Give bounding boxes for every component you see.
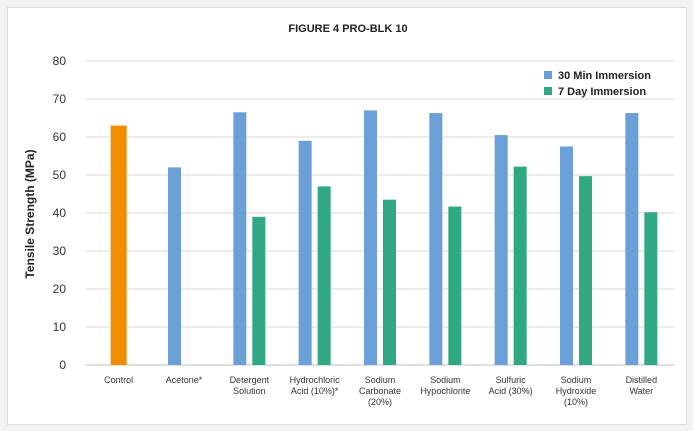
bars: [110, 110, 658, 366]
x-tick-label: Distilled Water: [626, 375, 658, 396]
x-tick-label: Sodium Hydroxide (10%): [556, 375, 597, 407]
y-tick-label: 70: [53, 92, 67, 106]
bar-7day: [252, 216, 266, 365]
bar-7day: [317, 186, 331, 365]
bar-30min: [364, 110, 377, 366]
legend: 30 Min Immersion 7 Day Immersion: [544, 70, 651, 98]
y-tick-label: 50: [53, 168, 67, 182]
legend-label: 7 Day Immersion: [558, 86, 646, 98]
y-tick-label: 30: [53, 244, 67, 258]
legend-swatch: [544, 87, 552, 95]
x-tick-label: Sulfuric Acid (30%): [489, 375, 533, 396]
bar-30min: [233, 112, 247, 365]
x-tick-label: Detergent Solution: [230, 375, 270, 396]
bar-30min: [298, 140, 312, 365]
bar-7day: [513, 166, 527, 365]
y-tick-label: 20: [53, 282, 67, 296]
bar-7day: [448, 206, 462, 365]
x-tick-label: Control: [104, 375, 133, 385]
bar-7day: [579, 176, 592, 365]
bar-30min: [168, 167, 181, 365]
bar-control: [110, 125, 127, 365]
bar-30min: [494, 135, 508, 365]
x-tick-label: Acetone*: [166, 375, 203, 385]
bar-7day: [644, 212, 658, 365]
legend-swatch: [544, 71, 552, 79]
y-axis-label: Tensile Strength (MPa): [23, 149, 37, 278]
chart-title: FIGURE 4 PRO-BLK 10: [288, 23, 407, 35]
bar-30min: [560, 146, 573, 365]
bar-30min: [429, 113, 443, 365]
y-tick-label: 10: [53, 320, 67, 334]
x-axis-ticks: Control Acetone* Detergent Solution Hydrochl…: [104, 375, 657, 407]
y-tick-label: 60: [53, 130, 67, 144]
chart-frame: FIGURE 4 PRO-BLK 10 0 10 20 30 40 50 60 70 80 Te…: [7, 7, 687, 425]
y-tick-label: 80: [53, 54, 67, 68]
legend-label: 30 Min Immersion: [558, 70, 651, 82]
bar-7day: [383, 199, 396, 365]
bar-30min: [625, 113, 639, 365]
x-tick-label: Hydrochloric Acid (10%)*: [290, 375, 341, 396]
gridlines: [86, 60, 674, 366]
bar-chart: FIGURE 4 PRO-BLK 10 0 10 20 30 40 50 60 70 80 Te…: [23, 23, 674, 407]
y-tick-label: 40: [53, 206, 67, 220]
x-tick-label: Sodium Carbonate (20%): [359, 375, 401, 407]
y-axis-ticks: 0 10 20 30 40 50 60 70 80: [53, 54, 67, 372]
x-tick-label: Sodium Hypochlorite: [420, 375, 470, 396]
y-tick-label: 0: [59, 358, 66, 372]
